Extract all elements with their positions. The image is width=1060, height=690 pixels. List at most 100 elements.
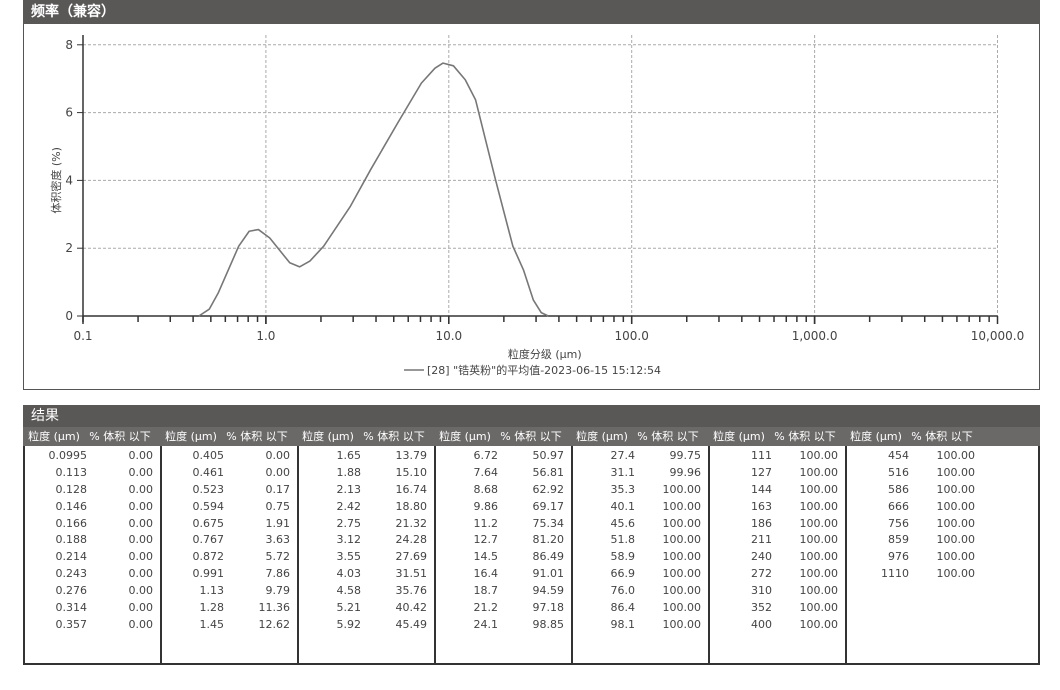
size-cell: 1.88 bbox=[336, 465, 362, 479]
size-cell: 240 bbox=[751, 550, 772, 564]
table-row: 0.675 1.91 bbox=[162, 516, 297, 533]
size-cell: 310 bbox=[751, 584, 772, 598]
size-cell: 51.8 bbox=[610, 533, 636, 547]
pct-cell: 0.00 bbox=[265, 465, 291, 479]
table-row: 400 100.00 bbox=[710, 617, 845, 634]
table-row: 0.243 0.00 bbox=[25, 566, 160, 583]
table-row: 2.75 21.32 bbox=[299, 516, 434, 533]
results-table: 粒度 (μm)% 体积 以下 0.0995 0.00 0.113 0.00 0.128 0.… bbox=[23, 427, 1040, 665]
table-row: 58.9 100.00 bbox=[573, 549, 708, 566]
table-row: 0.357 0.00 bbox=[25, 617, 160, 634]
pct-cell: 7.86 bbox=[265, 567, 291, 581]
column-header: 粒度 (μm) % 体积 以下 bbox=[297, 427, 434, 446]
table-row: 454 100.00 bbox=[847, 448, 1038, 465]
size-cell: 86.4 bbox=[610, 601, 636, 615]
table-row: 0.188 0.00 bbox=[25, 532, 160, 549]
table-row: 76.0 100.00 bbox=[573, 583, 708, 600]
pct-cell: 24.28 bbox=[395, 533, 428, 547]
table-row: 2.13 16.74 bbox=[299, 482, 434, 499]
size-cell: 400 bbox=[751, 617, 772, 631]
pct-cell: 40.42 bbox=[395, 601, 428, 615]
y-tick-label: 0 bbox=[65, 309, 73, 323]
size-cell: 0.188 bbox=[55, 533, 88, 547]
x-tick-label: 1.0 bbox=[256, 329, 275, 343]
size-cell: 6.72 bbox=[473, 449, 499, 462]
result-column-group: 粒度 (μm) % 体积 以下 27.4 99.75 31.1 99.96 35.3 100.… bbox=[571, 427, 708, 665]
table-row: 12.7 81.20 bbox=[436, 532, 571, 549]
pct-cell: 100.00 bbox=[936, 499, 976, 513]
result-column-group: 粒度 (μm)% 体积 以下 0.0995 0.00 0.113 0.00 0.128 0.… bbox=[23, 427, 160, 665]
size-cell: 12.7 bbox=[473, 533, 499, 547]
table-row: 1.65 13.79 bbox=[299, 448, 434, 465]
size-cell: 516 bbox=[888, 465, 909, 479]
table-row: 35.3 100.00 bbox=[573, 482, 708, 499]
column-header: 粒度 (μm) % 体积 以下 bbox=[434, 427, 571, 446]
table-row: 586 100.00 bbox=[847, 482, 1038, 499]
size-cell: 31.1 bbox=[610, 465, 636, 479]
table-row: 666 100.00 bbox=[847, 499, 1038, 516]
pct-cell: 99.75 bbox=[669, 449, 702, 462]
pct-header: % 体积 以下 bbox=[89, 430, 151, 443]
pct-cell: 100.00 bbox=[799, 567, 839, 581]
size-cell: 1.65 bbox=[336, 449, 362, 462]
size-cell: 3.12 bbox=[336, 533, 362, 547]
size-cell: 2.75 bbox=[336, 516, 362, 530]
size-cell: 163 bbox=[751, 499, 772, 513]
pct-cell: 0.00 bbox=[128, 601, 154, 615]
pct-cell: 100.00 bbox=[936, 482, 976, 496]
table-row: 0.128 0.00 bbox=[25, 482, 160, 499]
pct-cell: 56.81 bbox=[532, 465, 565, 479]
pct-cell: 16.74 bbox=[395, 482, 428, 496]
table-row: 0.276 0.00 bbox=[25, 583, 160, 600]
table-row: 11.2 75.34 bbox=[436, 516, 571, 533]
pct-cell: 18.80 bbox=[395, 499, 428, 513]
pct-cell: 0.00 bbox=[128, 550, 154, 564]
pct-cell: 100.00 bbox=[799, 533, 839, 547]
pct-cell: 100.00 bbox=[662, 516, 702, 530]
table-row: 2.42 18.80 bbox=[299, 499, 434, 516]
table-row: 51.8 100.00 bbox=[573, 532, 708, 549]
table-row: 127 100.00 bbox=[710, 465, 845, 482]
size-cell: 21.2 bbox=[473, 601, 499, 615]
table-row: 14.5 86.49 bbox=[436, 549, 571, 566]
table-row: 0.0995 0.00 bbox=[25, 448, 160, 465]
table-row: 0.146 0.00 bbox=[25, 499, 160, 516]
size-cell: 76.0 bbox=[610, 584, 636, 598]
size-cell: 45.6 bbox=[610, 516, 636, 530]
table-row: 1.88 15.10 bbox=[299, 465, 434, 482]
table-row: 0.113 0.00 bbox=[25, 465, 160, 482]
table-row: 7.64 56.81 bbox=[436, 465, 571, 482]
table-row: 1.28 11.36 bbox=[162, 600, 297, 617]
size-header: 粒度 (μm) bbox=[165, 430, 217, 443]
table-row: 8.68 62.92 bbox=[436, 482, 571, 499]
table-row: 31.1 99.96 bbox=[573, 465, 708, 482]
size-cell: 0.146 bbox=[55, 499, 88, 513]
result-column-group: 粒度 (μm) % 体积 以下 0.405 0.00 0.461 0.00 0.523 0.1… bbox=[160, 427, 297, 665]
column-header: 粒度 (μm) % 体积 以下 bbox=[845, 427, 1040, 446]
pct-cell: 0.00 bbox=[265, 449, 291, 462]
table-row: 211 100.00 bbox=[710, 532, 845, 549]
y-axis-label: 体积密度 (%) bbox=[49, 147, 63, 214]
table-row: 27.4 99.75 bbox=[573, 448, 708, 465]
size-cell: 24.1 bbox=[473, 617, 499, 631]
table-row: 240 100.00 bbox=[710, 549, 845, 566]
table-row: 0.523 0.17 bbox=[162, 482, 297, 499]
table-row: 16.4 91.01 bbox=[436, 566, 571, 583]
pct-cell: 91.01 bbox=[532, 567, 565, 581]
size-cell: 454 bbox=[888, 449, 909, 462]
table-row: 272 100.00 bbox=[710, 566, 845, 583]
pct-cell: 15.10 bbox=[395, 465, 428, 479]
table-row: 66.9 100.00 bbox=[573, 566, 708, 583]
size-cell: 2.42 bbox=[336, 499, 362, 513]
size-cell: 0.594 bbox=[192, 499, 225, 513]
x-tick-label: 1,000.0 bbox=[792, 329, 838, 343]
pct-cell: 31.51 bbox=[395, 567, 428, 581]
size-cell: 35.3 bbox=[610, 482, 636, 496]
size-cell: 0.243 bbox=[55, 567, 88, 581]
pct-cell: 13.79 bbox=[395, 449, 428, 462]
result-column-group: 粒度 (μm) % 体积 以下 454 100.00 516 100.00 586 100.0… bbox=[845, 427, 1040, 665]
size-header: 粒度 (μm) bbox=[302, 430, 354, 443]
size-cell: 4.58 bbox=[336, 584, 362, 598]
y-tick-label: 4 bbox=[65, 173, 73, 187]
pct-cell: 94.59 bbox=[532, 584, 565, 598]
